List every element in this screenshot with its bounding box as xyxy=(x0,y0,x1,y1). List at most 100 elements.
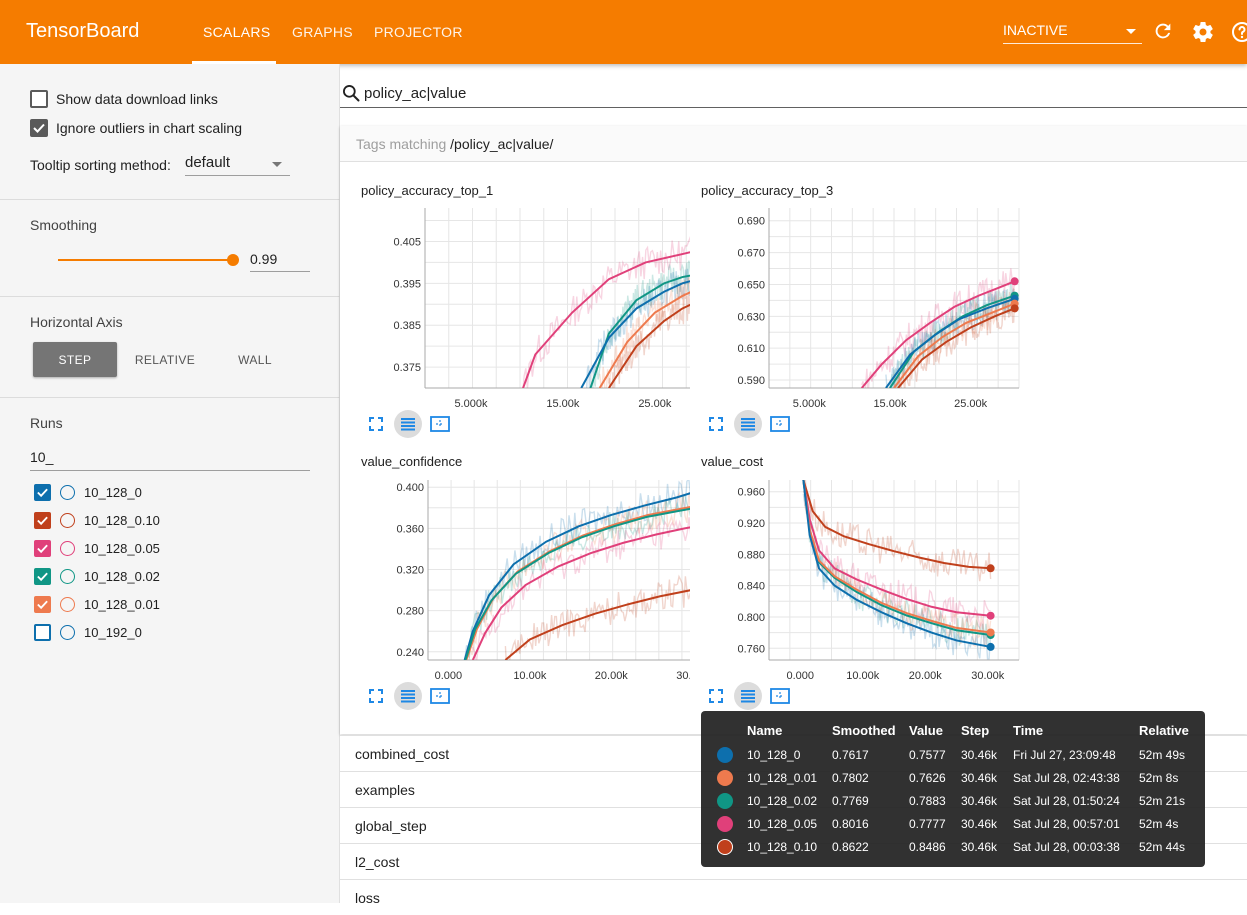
series-line xyxy=(471,526,690,660)
chart-plot[interactable]: 0.375 0.385 0.395 0.405 5.000k 15.00k 25.00k xyxy=(370,208,690,418)
series-end-point xyxy=(1010,277,1019,286)
tooltip-cell-relative: 52m 49s xyxy=(1139,748,1186,762)
tooltip-header-smoothed: Smoothed xyxy=(832,723,896,738)
fit-domain-icon xyxy=(770,416,790,432)
tooltip-cell-relative: 52m 21s xyxy=(1139,794,1186,808)
runs-filter-input[interactable]: 10_ xyxy=(30,447,310,471)
ignore-outliers-checkbox[interactable] xyxy=(30,119,48,137)
raw-series-line xyxy=(608,292,690,388)
fullscreen-button[interactable] xyxy=(702,410,730,438)
series-line xyxy=(608,303,690,388)
x-tick-label: 30.00k xyxy=(676,670,690,682)
reload-icon[interactable] xyxy=(1152,20,1174,42)
tab-graphs[interactable]: GRAPHS xyxy=(292,24,353,40)
tag-group-label: examples xyxy=(355,782,415,798)
run-checkbox[interactable] xyxy=(34,568,51,585)
gear-icon[interactable] xyxy=(1191,20,1215,44)
tooltip-cell-time: Sat Jul 28, 01:50:24 xyxy=(1013,794,1120,808)
tooltip-cell-relative: 52m 4s xyxy=(1139,817,1179,831)
chart-title: policy_accuracy_top_1 xyxy=(361,183,494,198)
run-checkbox[interactable] xyxy=(34,540,51,557)
run-color-toggle[interactable] xyxy=(60,541,75,556)
tags-matching-prefix: Tags matching xyxy=(356,136,447,152)
y-tick-label: 0.400 xyxy=(396,482,424,494)
runs-title: Runs xyxy=(30,415,63,431)
tags-matching-pattern: /policy_ac|value/ xyxy=(450,136,554,152)
run-checkbox[interactable] xyxy=(34,512,51,529)
tooltip-run-color xyxy=(717,839,733,855)
raw-series-line xyxy=(889,281,1016,388)
tooltip-cell-smoothed: 0.7617 xyxy=(832,748,869,762)
run-color-toggle[interactable] xyxy=(60,597,75,612)
run-status-dropdown[interactable]: INACTIVE xyxy=(1003,22,1142,44)
smoothing-input[interactable]: 0.99 xyxy=(250,248,310,272)
fullscreen-button[interactable] xyxy=(362,410,390,438)
series-line xyxy=(521,251,690,388)
tooltip-cell-value: 0.7777 xyxy=(909,817,946,831)
toggle-log-scale-button[interactable] xyxy=(394,682,422,710)
smoothing-slider-track[interactable] xyxy=(58,259,233,261)
run-color-toggle[interactable] xyxy=(60,625,75,640)
run-checkbox[interactable] xyxy=(34,624,51,641)
toggle-log-scale-button[interactable] xyxy=(734,682,762,710)
chart-plot[interactable]: 0.760 0.800 0.840 0.880 0.920 0.960 0.000 10.00… xyxy=(710,480,1030,690)
y-tick-label: 0.920 xyxy=(737,518,765,530)
tooltip-cell-value: 0.7883 xyxy=(909,794,946,808)
show-download-links-checkbox[interactable] xyxy=(30,90,48,108)
chart-plot[interactable]: 0.240 0.280 0.320 0.360 0.400 0.000 10.00k 20.0… xyxy=(370,480,690,690)
toggle-log-scale-button[interactable] xyxy=(734,410,762,438)
run-label: 10_128_0.01 xyxy=(84,597,160,612)
tab-scalars[interactable]: SCALARS xyxy=(203,24,271,40)
run-checkbox[interactable] xyxy=(34,596,51,613)
y-tick-label: 0.760 xyxy=(737,643,765,655)
series-line xyxy=(860,280,1016,388)
axis-wall-button[interactable]: WALL xyxy=(238,352,272,367)
run-color-toggle[interactable] xyxy=(60,569,75,584)
show-download-links-label: Show data download links xyxy=(56,91,218,107)
help-icon[interactable] xyxy=(1230,20,1247,44)
y-tick-label: 0.590 xyxy=(737,375,765,387)
fullscreen-button[interactable] xyxy=(362,682,390,710)
y-tick-label: 0.630 xyxy=(737,311,765,323)
run-color-toggle[interactable] xyxy=(60,485,75,500)
tooltip-cell-relative: 52m 8s xyxy=(1139,771,1179,785)
fit-domain-button[interactable] xyxy=(766,410,794,438)
fit-domain-button[interactable] xyxy=(426,410,454,438)
fullscreen-icon xyxy=(709,417,723,431)
divider xyxy=(0,199,340,200)
smoothing-slider-knob[interactable] xyxy=(227,254,239,266)
fullscreen-icon xyxy=(369,417,383,431)
x-tick-label: 25.00k xyxy=(638,398,672,410)
tag-search-bar[interactable]: policy_ac|value xyxy=(340,78,1247,108)
collapsed-tag-group[interactable]: loss xyxy=(340,879,1247,915)
tooltip-cell-smoothed: 0.8622 xyxy=(832,840,869,854)
tooltip-sorting-dropdown[interactable]: default xyxy=(185,154,290,176)
y-tick-label: 0.385 xyxy=(393,320,421,332)
tooltip-cell-name: 10_128_0.02 xyxy=(747,794,818,808)
toggle-log-scale-button[interactable] xyxy=(394,410,422,438)
axis-relative-button[interactable]: RELATIVE xyxy=(134,352,196,367)
fit-domain-icon xyxy=(430,416,450,432)
raw-series-line xyxy=(504,574,690,660)
tags-matching-header[interactable]: Tags matching /policy_ac|value/ xyxy=(340,126,1247,162)
tooltip-sorting-label: Tooltip sorting method: xyxy=(30,157,171,173)
axis-step-button[interactable]: STEP xyxy=(33,342,117,377)
series-line xyxy=(802,480,991,617)
tab-projector[interactable]: PROJECTOR xyxy=(374,24,463,40)
tag-search-input[interactable]: policy_ac|value xyxy=(364,85,467,102)
tag-group-label: l2_cost xyxy=(355,854,400,870)
fit-domain-button[interactable] xyxy=(766,682,794,710)
series-line xyxy=(580,280,690,388)
chart-plot[interactable]: 0.590 0.610 0.630 0.650 0.670 0.690 5.000k 15.0… xyxy=(710,208,1030,418)
tooltip-cell-name: 10_128_0.01 xyxy=(747,771,818,785)
tooltip-run-color xyxy=(717,747,733,763)
run-checkbox[interactable] xyxy=(34,484,51,501)
y-tick-label: 0.690 xyxy=(737,216,765,228)
fit-domain-button[interactable] xyxy=(426,682,454,710)
run-label: 10_128_0.10 xyxy=(84,513,160,528)
tooltip-cell-time: Sat Jul 28, 02:43:38 xyxy=(1013,771,1120,785)
active-tab-indicator xyxy=(192,61,276,64)
fullscreen-button[interactable] xyxy=(702,682,730,710)
tooltip-cell-name: 10_128_0 xyxy=(747,748,801,762)
run-color-toggle[interactable] xyxy=(60,513,75,528)
